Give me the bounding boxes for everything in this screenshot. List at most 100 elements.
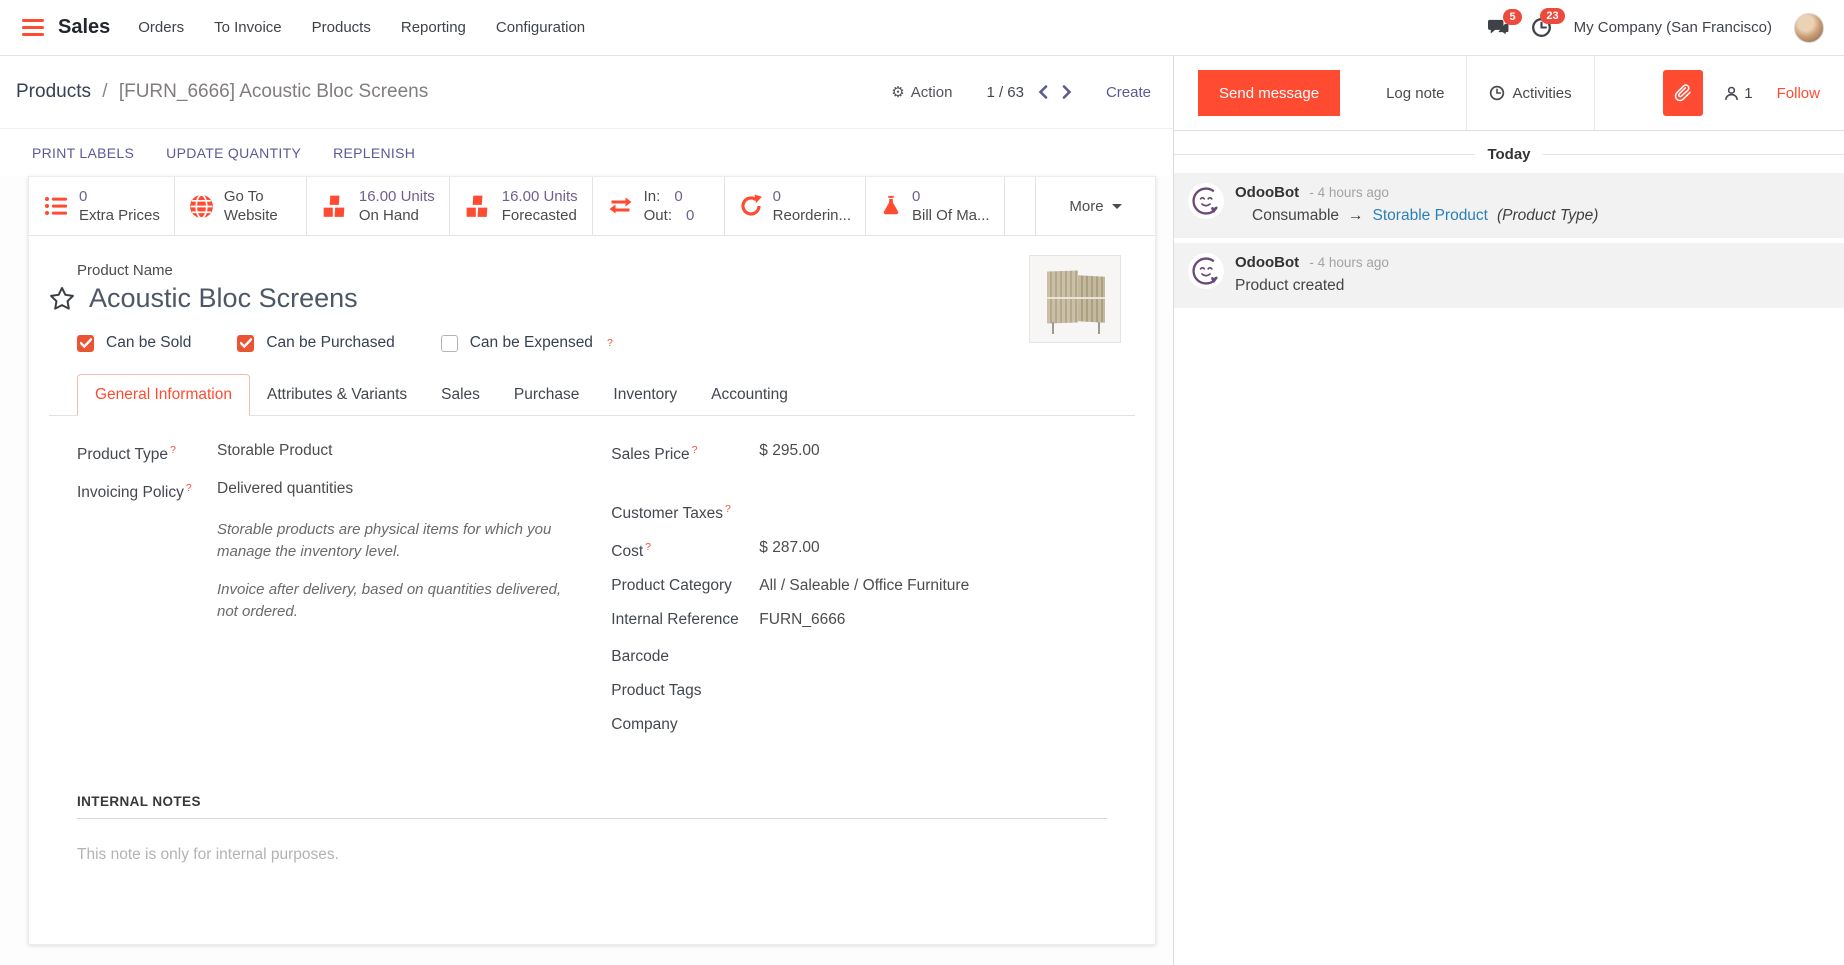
apps-menu-icon[interactable]	[22, 19, 44, 36]
odoobot-avatar: ♥	[1188, 253, 1224, 289]
chatter-panel: Send message Log note Activities	[1173, 56, 1844, 965]
invoicing-policy-value[interactable]: Delivered quantities	[217, 480, 354, 498]
messages-icon[interactable]: 5	[1487, 8, 1522, 38]
bom-value: 0	[912, 188, 921, 205]
tracking-field-name: (Product Type)	[1497, 207, 1599, 224]
update-quantity-button[interactable]: Update Quantity	[166, 144, 302, 161]
svg-text:♥: ♥	[1210, 204, 1217, 216]
activities-icon[interactable]: 23	[1531, 8, 1565, 38]
product-image[interactable]	[1029, 255, 1121, 343]
more-stats-dropdown[interactable]: More	[1035, 177, 1155, 235]
send-message-button[interactable]: Send message	[1198, 70, 1341, 116]
product-category-label: Product Category	[611, 577, 732, 595]
pager-next-icon[interactable]	[1062, 85, 1072, 99]
user-avatar[interactable]	[1794, 12, 1824, 43]
more-label: More	[1069, 197, 1104, 215]
company-switcher[interactable]: My Company (San Francisco)	[1573, 19, 1772, 36]
help-marker: ?	[645, 541, 651, 554]
can-be-purchased-checkbox[interactable]	[237, 334, 255, 352]
invoicing-policy-label: Invoicing Policy?	[77, 482, 192, 502]
go-to-website-stat-button[interactable]: Go To Website	[175, 177, 307, 235]
help-marker: ?	[170, 444, 176, 456]
attach-files-button[interactable]	[1663, 70, 1704, 116]
internal-reference-label: Internal Reference	[611, 611, 739, 629]
menu-configuration[interactable]: Configuration	[495, 19, 586, 36]
help-marker: ?	[185, 482, 192, 495]
out-label: Out:	[643, 207, 672, 224]
followers-count: 1	[1744, 84, 1753, 102]
pager-previous-icon[interactable]	[1038, 85, 1048, 99]
replenish-button[interactable]: Replenish	[333, 144, 416, 161]
followers-button[interactable]: 1	[1723, 84, 1753, 102]
can-be-expensed-checkbox[interactable]	[440, 334, 458, 352]
action-menu-button[interactable]: ⚙ Action	[891, 83, 952, 102]
message-author[interactable]: OdooBot	[1235, 254, 1300, 271]
menu-orders[interactable]: Orders	[138, 19, 185, 36]
gear-icon: ⚙	[891, 84, 905, 101]
globe-icon	[189, 193, 214, 219]
log-note-button[interactable]: Log note	[1386, 84, 1445, 102]
product-category-value[interactable]: All / Saleable / Office Furniture	[759, 577, 970, 595]
stat-button-row: 0 Extra Prices Go To Website	[29, 177, 1155, 236]
sales-price-value[interactable]: $ 295.00	[759, 442, 820, 459]
menu-reporting[interactable]: Reporting	[400, 19, 466, 36]
website-line2: Website	[223, 207, 278, 224]
message-body: Product created	[1235, 277, 1345, 294]
can-be-purchased-label: Can be Purchased	[266, 334, 395, 351]
tab-purchase[interactable]: Purchase	[513, 386, 580, 403]
chatter-message: ♥ OdooBot - 4 hours ago Consumable → Stora…	[1174, 173, 1844, 238]
activities-button[interactable]: Activities	[1466, 56, 1595, 130]
create-button[interactable]: Create	[1105, 83, 1151, 101]
tab-attributes-variants[interactable]: Attributes & Variants	[267, 386, 408, 403]
storable-help-text: Storable products are physical items for…	[217, 521, 552, 561]
app-title[interactable]: Sales	[58, 16, 111, 38]
tracking-old-value: Consumable	[1252, 207, 1340, 224]
product-form-sheet: 0 Extra Prices Go To Website	[28, 176, 1156, 946]
on-hand-label: On Hand	[358, 207, 419, 224]
product-type-value[interactable]: Storable Product	[217, 442, 333, 459]
product-name-label: Product Name	[77, 262, 173, 279]
sales-price-label: Sales Price?	[611, 444, 698, 464]
record-pager: 1 / 63	[986, 84, 1072, 101]
in-label: In:	[643, 188, 661, 205]
can-be-sold-checkbox[interactable]	[77, 334, 94, 352]
breadcrumb-current: [FURN_6666] Acoustic Bloc Screens	[118, 81, 429, 102]
tab-inventory[interactable]: Inventory	[613, 386, 678, 403]
message-author[interactable]: OdooBot	[1235, 184, 1300, 201]
can-be-expensed-label: Can be Expensed	[469, 334, 593, 351]
cost-value[interactable]: $ 287.00	[759, 539, 820, 557]
internal-notes-editor[interactable]: This note is only for internal purposes.	[77, 846, 339, 864]
internal-reference-value[interactable]: FURN_6666	[759, 611, 846, 629]
person-icon	[1725, 86, 1739, 100]
favorite-star-icon[interactable]	[49, 286, 75, 311]
product-name-value[interactable]: Acoustic Bloc Screens	[89, 283, 358, 313]
breadcrumb: Products / [FURN_6666] Acoustic Bloc Scr…	[16, 81, 428, 103]
on-hand-value: 16.00 Units	[358, 188, 435, 205]
on-hand-stat-button[interactable]: 16.00 Units On Hand	[307, 177, 450, 235]
customer-taxes-label: Customer Taxes?	[611, 503, 731, 523]
general-information-panel: Product Type? Storable Product Invoicing…	[49, 416, 1135, 748]
product-type-label: Product Type?	[77, 444, 176, 464]
cubes-icon	[321, 193, 349, 219]
print-labels-button[interactable]: Print Labels	[32, 144, 135, 161]
date-divider: Today	[1174, 146, 1844, 163]
barcode-label: Barcode	[611, 648, 670, 666]
tracking-new-value[interactable]: Storable Product	[1372, 207, 1488, 224]
reordering-rules-stat-button[interactable]: 0 Reorderin...	[725, 177, 867, 235]
follow-button[interactable]: Follow	[1776, 84, 1820, 102]
activities-badge: 23	[1540, 8, 1565, 25]
message-timestamp: - 4 hours ago	[1309, 255, 1389, 270]
tab-accounting[interactable]: Accounting	[711, 386, 788, 403]
tab-sales[interactable]: Sales	[441, 386, 480, 403]
menu-products[interactable]: Products	[311, 19, 371, 36]
breadcrumb-products[interactable]: Products	[16, 81, 91, 102]
in-out-stat-button[interactable]: In: 0 Out: 0	[593, 177, 725, 235]
svg-text:♥: ♥	[1210, 274, 1217, 286]
menu-to-invoice[interactable]: To Invoice	[214, 19, 282, 36]
reordering-label: Reorderin...	[772, 207, 852, 224]
extra-prices-stat-button[interactable]: 0 Extra Prices	[29, 177, 175, 235]
bill-of-materials-stat-button[interactable]: 0 Bill Of Ma...	[866, 177, 1005, 235]
tab-general-information[interactable]: General Information	[77, 374, 250, 416]
forecasted-stat-button[interactable]: 16.00 Units Forecasted	[450, 177, 593, 235]
company-label: Company	[611, 716, 678, 734]
